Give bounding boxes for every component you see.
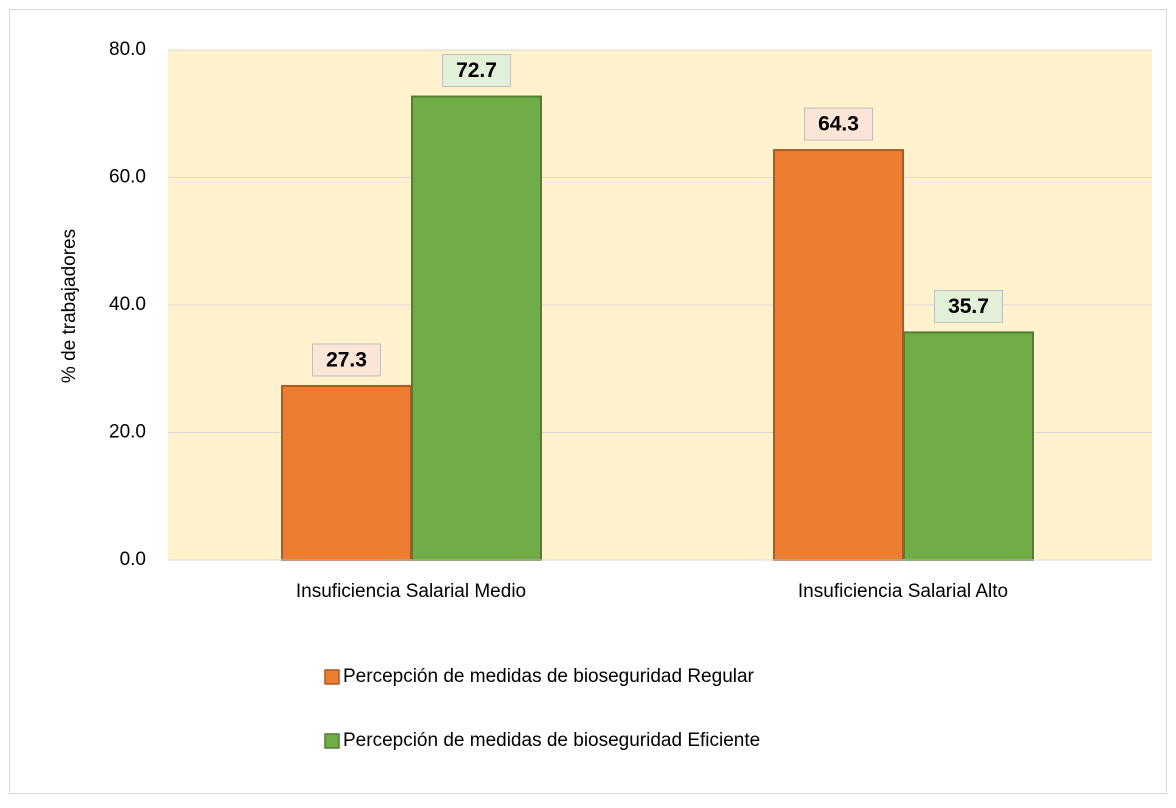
value-label: 35.7	[948, 295, 989, 318]
legend-swatch	[324, 669, 340, 685]
value-label: 72.7	[456, 59, 497, 82]
bar	[281, 384, 412, 561]
value-label-box	[442, 54, 511, 88]
legend-label: Percepción de medidas de bioseguridad Re…	[343, 666, 755, 687]
y-tick-label: 60.0	[109, 167, 146, 188]
y-axis-title: % de trabajadores	[59, 229, 80, 383]
bar	[903, 331, 1034, 561]
y-tick-label: 80.0	[109, 39, 146, 60]
y-tick-label: 20.0	[109, 422, 146, 443]
legend-label: Percepción de medidas de bioseguridad Ef…	[343, 730, 760, 751]
y-tick-label: 0.0	[120, 549, 146, 570]
value-label-box	[804, 107, 873, 141]
bar	[773, 149, 904, 561]
bar	[411, 95, 542, 561]
x-tick-label: Insuficiencia Salarial Alto	[798, 581, 1008, 602]
legend-swatch	[324, 733, 340, 749]
value-label-box	[312, 343, 381, 377]
value-label: 27.3	[326, 349, 367, 372]
y-tick-label: 40.0	[109, 294, 146, 315]
value-label: 64.3	[818, 113, 859, 136]
x-tick-label: Insuficiencia Salarial Medio	[296, 581, 526, 602]
value-label-box	[934, 289, 1003, 323]
